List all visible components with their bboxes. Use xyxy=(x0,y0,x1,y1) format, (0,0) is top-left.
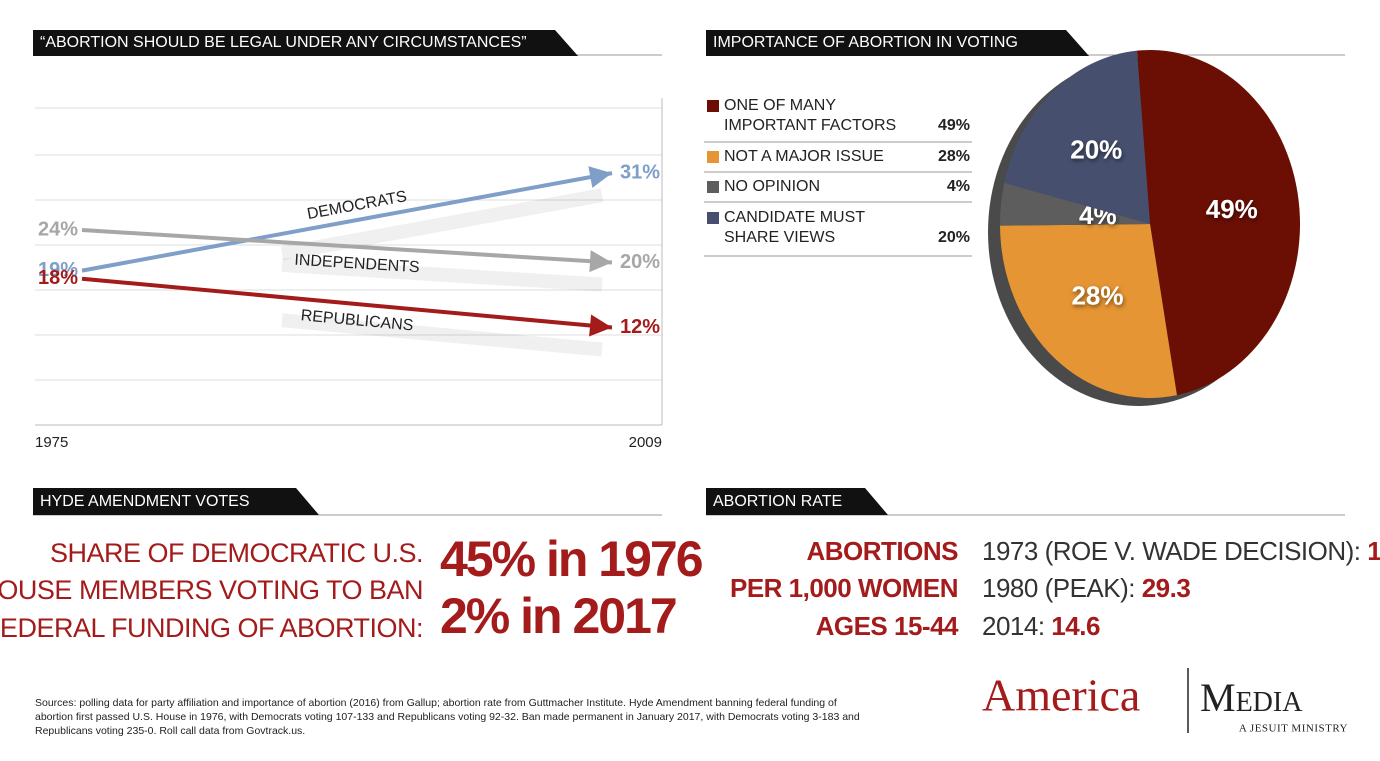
pie-chart: 49%28%4%20% xyxy=(988,49,1301,406)
logo: America Media A JESUIT MINISTRY xyxy=(982,668,1348,735)
pie-slice xyxy=(1000,224,1177,399)
text-sections: SHARE OF DEMOCRATIC U.S. HOUSE MEMBERS VO… xyxy=(0,531,1380,737)
legend-value: 49% xyxy=(938,117,970,134)
value-label: 24% xyxy=(38,218,78,240)
legend-value: 4% xyxy=(947,178,970,195)
rate-label: PER 1,000 WOMEN xyxy=(730,573,958,603)
x-tick-label: 2009 xyxy=(629,434,662,451)
legend-value: 28% xyxy=(938,148,970,165)
sources-line: abortion first passed U.S. House in 1976… xyxy=(35,711,860,723)
rate-row: 1980 (PEAK): 29.3 xyxy=(982,573,1190,603)
hyde-figure: 45% in 1976 xyxy=(440,531,702,587)
arrow-head xyxy=(589,250,612,273)
plot-frame xyxy=(35,98,663,426)
series-line xyxy=(81,276,613,330)
line-shadow xyxy=(281,258,603,292)
value-label: 18% xyxy=(38,267,78,289)
sources-line: Sources: polling data for party affiliat… xyxy=(35,697,837,709)
x-tick-label: 1975 xyxy=(35,434,68,451)
logo-left: America xyxy=(982,670,1140,721)
legend-swatch xyxy=(707,151,719,163)
rate-label: AGES 15-44 xyxy=(816,611,959,641)
pie-slice xyxy=(1000,182,1150,226)
hyde-line: HOUSE MEMBERS VOTING TO BAN xyxy=(0,575,423,605)
rate-row-label: 2014: xyxy=(982,611,1051,641)
legend-line: SHARE VIEWS xyxy=(724,229,835,246)
logo-tagline: A JESUIT MINISTRY xyxy=(1239,723,1348,735)
slice-label: 49% xyxy=(1206,194,1258,224)
header-hyde: HYDE AMENDMENT VOTES xyxy=(33,488,662,516)
rate-row-value: 29.3 xyxy=(1142,573,1191,603)
header-rate: ABORTION RATE xyxy=(706,488,1345,516)
slice-label: 20% xyxy=(1070,134,1122,164)
line-chart: 1975 200919%31%DEMOCRATS24%20%INDEPENDENT… xyxy=(35,161,662,451)
sources-line: Republicans voting 235-0. Roll call data… xyxy=(35,725,305,737)
legend-label: NOT A MAJOR ISSUE xyxy=(724,148,884,165)
pie-slice xyxy=(1136,49,1301,396)
hyde-line: SHARE OF DEMOCRATIC U.S. xyxy=(50,538,423,568)
value-label: 19% xyxy=(38,259,78,281)
value-label: 31% xyxy=(620,161,660,183)
rate-row: 2014: 14.6 xyxy=(982,611,1100,641)
legend-line: CANDIDATE MUST xyxy=(724,209,865,226)
section-title: IMPORTANCE OF ABORTION IN VOTING xyxy=(713,34,1018,51)
legend-line: ONE OF MANY xyxy=(724,97,836,114)
value-label: 20% xyxy=(620,251,660,273)
legend-swatch xyxy=(707,181,719,193)
section-title: HYDE AMENDMENT VOTES xyxy=(40,493,250,510)
series-line xyxy=(81,171,613,273)
line-shadow xyxy=(281,313,603,357)
rate-label: ABORTIONS xyxy=(807,536,959,566)
hyde-figure: 2% in 2017 xyxy=(440,588,676,644)
arrow-head xyxy=(589,314,612,337)
header-line-chart: “ABORTION SHOULD BE LEGAL UNDER ANY CIRC… xyxy=(33,30,662,56)
rate-row-label: 1973 (ROE V. WADE DECISION): xyxy=(982,536,1367,566)
logo-right: Media xyxy=(1200,675,1303,720)
rate-row-label: 1980 (PEAK): xyxy=(982,573,1142,603)
series-name: DEMOCRATS xyxy=(306,188,408,223)
legend-label: NO OPINION xyxy=(724,178,820,195)
value-label: 12% xyxy=(620,316,660,338)
pie-slice xyxy=(1004,50,1150,224)
section-title: “ABORTION SHOULD BE LEGAL UNDER ANY CIRC… xyxy=(40,34,527,51)
header-pie: IMPORTANCE OF ABORTION IN VOTING xyxy=(706,30,1345,56)
series-line xyxy=(81,228,613,265)
section-title: ABORTION RATE xyxy=(713,493,842,510)
legend: ONE OF MANY IMPORTANT FACTORS 49% NOT A MAJ… xyxy=(704,97,972,257)
arrow-head xyxy=(588,166,612,188)
legend-swatch xyxy=(707,212,719,224)
legend-label: ONE OF MANY IMPORTANT FACTORS xyxy=(724,97,896,134)
legend-value: 20% xyxy=(938,229,970,246)
legend-swatch xyxy=(707,100,719,112)
rate-row-value: 16.3 xyxy=(1367,536,1380,566)
legend-label: CANDIDATE MUST SHARE VIEWS xyxy=(724,209,865,246)
rate-row-value: 14.6 xyxy=(1051,611,1100,641)
legend-line: IMPORTANT FACTORS xyxy=(724,117,896,134)
slice-label: 28% xyxy=(1071,281,1123,311)
hyde-line: FEDERAL FUNDING OF ABORTION: xyxy=(0,613,423,643)
rate-row: 1973 (ROE V. WADE DECISION): 16.3 xyxy=(982,536,1380,566)
